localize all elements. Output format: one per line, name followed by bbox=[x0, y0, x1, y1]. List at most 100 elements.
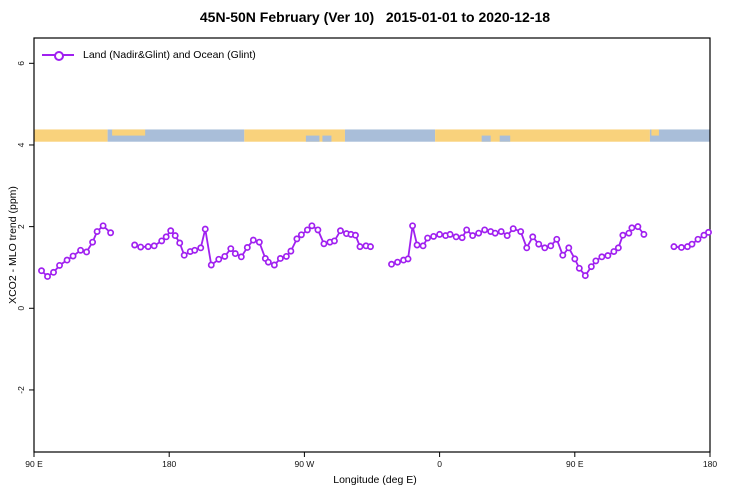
series-point bbox=[481, 226, 489, 234]
series-point bbox=[581, 272, 589, 280]
series-point bbox=[587, 263, 595, 271]
series-point bbox=[503, 232, 511, 240]
series-point bbox=[207, 261, 215, 269]
series-point bbox=[227, 245, 235, 253]
map-band-ocean-detail bbox=[322, 135, 332, 142]
series-point bbox=[367, 243, 374, 251]
series-point bbox=[99, 222, 107, 230]
series-point bbox=[308, 222, 316, 230]
series-point bbox=[63, 256, 71, 264]
x-tick-label: 180 bbox=[162, 459, 176, 469]
series-point bbox=[430, 232, 438, 240]
series-point bbox=[475, 229, 483, 237]
series-point bbox=[388, 260, 395, 268]
series-point bbox=[56, 261, 63, 269]
series-point bbox=[491, 229, 499, 237]
series-point bbox=[330, 237, 338, 245]
series-point bbox=[243, 243, 251, 251]
series-point bbox=[44, 272, 51, 280]
series-point bbox=[93, 228, 101, 235]
series-point bbox=[592, 257, 600, 265]
series-point bbox=[255, 238, 263, 246]
series-point bbox=[270, 261, 278, 269]
x-axis-title: Longitude (deg E) bbox=[333, 474, 417, 486]
map-band-ocean-segment bbox=[649, 129, 710, 142]
series-point bbox=[509, 225, 517, 233]
series-point bbox=[69, 252, 77, 260]
series-point bbox=[424, 234, 432, 242]
legend-open-circle-icon bbox=[54, 51, 64, 61]
series-point bbox=[201, 225, 209, 233]
series-point bbox=[394, 258, 401, 266]
series-point bbox=[452, 233, 460, 241]
series-point bbox=[678, 243, 685, 251]
series-point bbox=[50, 268, 57, 276]
series-point bbox=[458, 234, 466, 242]
series-point bbox=[404, 255, 412, 263]
series-point bbox=[237, 253, 245, 261]
series-point bbox=[628, 224, 636, 232]
x-tick-label: 90 E bbox=[566, 459, 584, 469]
series-point bbox=[619, 231, 627, 239]
series-point bbox=[610, 248, 618, 255]
series-point bbox=[419, 242, 427, 250]
series-point bbox=[191, 246, 199, 254]
map-band-ocean-detail bbox=[481, 135, 491, 142]
series-point bbox=[497, 228, 505, 235]
y-tick-label: 6 bbox=[16, 61, 26, 66]
series-point bbox=[523, 244, 531, 252]
map-band-land-segment bbox=[34, 129, 108, 142]
series-point bbox=[535, 240, 543, 248]
series-point bbox=[215, 255, 223, 263]
series-point bbox=[158, 237, 166, 245]
series-point bbox=[297, 231, 305, 239]
series-point bbox=[89, 238, 97, 246]
series-point bbox=[150, 242, 158, 250]
series-point bbox=[413, 241, 421, 249]
series-line bbox=[40, 224, 112, 278]
series-point bbox=[469, 232, 477, 240]
series-point bbox=[77, 246, 85, 254]
series-point bbox=[162, 233, 170, 241]
series-point bbox=[634, 223, 642, 231]
y-tick-label: 0 bbox=[16, 306, 26, 311]
series-point bbox=[694, 235, 702, 243]
x-tick-label: 90 W bbox=[294, 459, 314, 469]
plot-frame bbox=[33, 37, 711, 453]
series-point bbox=[541, 244, 549, 252]
series-point bbox=[614, 244, 622, 252]
series-point bbox=[107, 229, 115, 237]
legend: Land (Nadir&Glint) and Ocean (Glint) bbox=[42, 48, 256, 62]
series-point bbox=[287, 247, 295, 255]
series-point bbox=[176, 239, 184, 247]
series-point bbox=[221, 252, 229, 260]
y-tick-label: 4 bbox=[16, 142, 26, 147]
map-band-land-segment bbox=[244, 129, 345, 142]
map-band-land-detail bbox=[651, 129, 659, 136]
legend-label: Land (Nadir&Glint) and Ocean (Glint) bbox=[83, 49, 256, 61]
series-point bbox=[547, 242, 555, 250]
series-point bbox=[571, 255, 579, 263]
map-band-land-segment bbox=[435, 129, 650, 142]
y-tick-label: -2 bbox=[16, 386, 26, 394]
series-point bbox=[131, 241, 139, 249]
map-band-land-detail bbox=[112, 129, 146, 136]
series-point bbox=[356, 243, 364, 251]
map-band-ocean-detail bbox=[499, 135, 511, 142]
series-point bbox=[604, 252, 612, 260]
series-point bbox=[598, 253, 606, 261]
series-point bbox=[83, 248, 91, 256]
series-point bbox=[352, 231, 359, 239]
series-point bbox=[293, 235, 301, 243]
series-point bbox=[231, 250, 239, 258]
series-point bbox=[38, 267, 45, 275]
series-point bbox=[559, 251, 567, 259]
series-point bbox=[565, 244, 573, 252]
y-tick-label: 2 bbox=[16, 224, 26, 229]
series-point bbox=[303, 226, 311, 234]
series-point bbox=[167, 227, 175, 235]
series-point bbox=[436, 230, 444, 238]
series-point bbox=[320, 240, 328, 248]
